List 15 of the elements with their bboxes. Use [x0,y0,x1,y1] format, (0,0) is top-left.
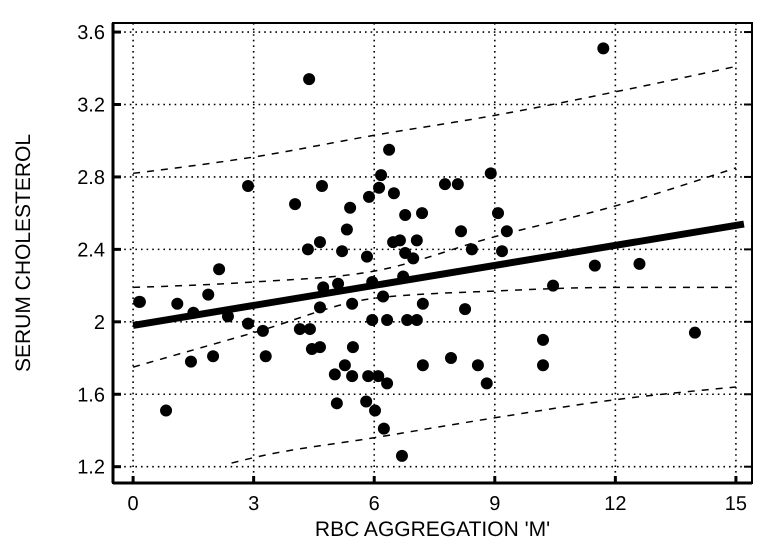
y-tick-label: 2.8 [77,166,105,189]
y-axis-title: SERUM CHOLESTEROL [12,134,35,372]
y-tick-label: 1.6 [77,384,105,406]
y-tick-label: 3.6 [77,22,105,44]
x-tick-label: 0 [128,493,139,515]
x-tick-label: 3 [248,493,260,515]
y-tick-label: 1.2 [77,456,105,479]
x-tick-label: 9 [489,493,500,515]
x-tick-label: 12 [604,493,626,515]
x-tick-label: 6 [368,493,380,515]
x-tick-label: 15 [724,493,748,515]
y-tick-label: 3.2 [77,94,105,116]
y-tick-label: 2 [94,312,105,334]
y-tick-label: 2.4 [77,239,105,262]
x-axis-title: RBC AGGREGATION 'M' [314,518,550,541]
